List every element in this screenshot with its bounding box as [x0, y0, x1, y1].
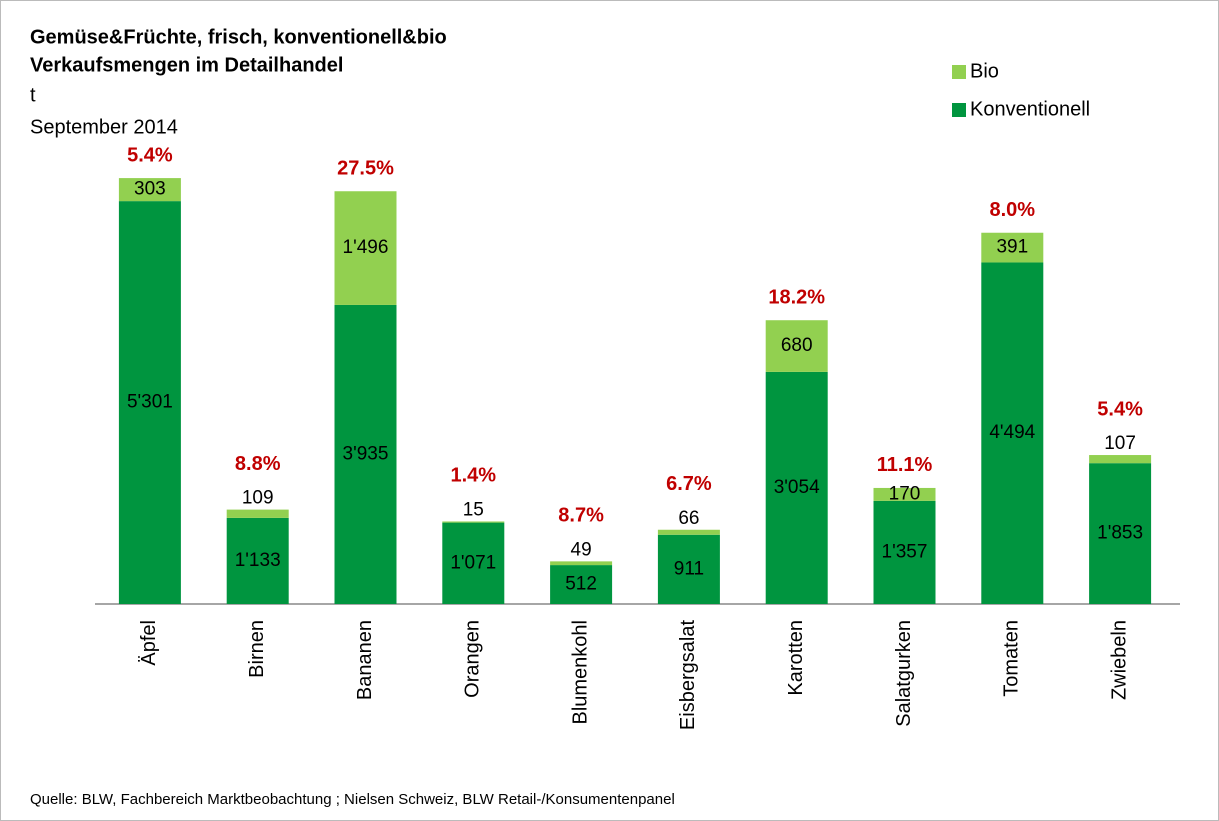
- value-label: 109: [242, 488, 274, 509]
- bar-segment: [765, 371, 828, 604]
- share-label: 8.0%: [990, 199, 1036, 221]
- share-label: 11.1%: [877, 454, 933, 476]
- value-label: 170: [889, 483, 921, 504]
- value-label: 4'494: [989, 422, 1035, 443]
- share-label: 5.4%: [127, 144, 173, 166]
- bar-segment: [118, 201, 181, 604]
- x-tick-label: Salatgurken: [893, 620, 915, 727]
- legend-label: Bio: [970, 60, 999, 82]
- chart-title: Gemüse&Früchte, frisch, konventionell&bi…: [30, 26, 447, 48]
- x-tick-label: Äpfel: [138, 620, 160, 666]
- share-label: 18.2%: [768, 286, 825, 308]
- x-tick-label: Birnen: [246, 620, 268, 678]
- value-label: 15: [463, 499, 484, 520]
- legend-label: Konventionell: [970, 98, 1090, 120]
- x-tick-label: Eisbergsalat: [677, 620, 699, 731]
- bar-segment: [1089, 463, 1152, 604]
- unit: t: [30, 84, 36, 106]
- bar-segment: [765, 320, 828, 372]
- share-label: 8.8%: [235, 453, 281, 475]
- x-tick-label: Bananen: [354, 620, 376, 700]
- value-label: 107: [1104, 433, 1136, 454]
- bar-segment: [334, 191, 397, 305]
- bar-segment: [981, 262, 1044, 604]
- bar-segment: [873, 500, 936, 604]
- value-label: 1'133: [235, 550, 281, 571]
- value-label: 303: [134, 179, 166, 200]
- value-label: 3'054: [774, 477, 820, 498]
- bar-segment: [657, 529, 720, 535]
- share-label: 8.7%: [558, 505, 604, 527]
- bar-segment: [442, 522, 505, 604]
- legend-swatch: [952, 65, 966, 79]
- value-label: 5'301: [127, 392, 173, 413]
- value-label: 49: [571, 539, 592, 560]
- share-label: 5.4%: [1097, 398, 1143, 420]
- bar-segment: [442, 521, 505, 523]
- value-label: 680: [781, 335, 813, 356]
- x-tick-label: Zwiebeln: [1108, 620, 1130, 700]
- x-tick-label: Karotten: [785, 620, 807, 696]
- legend-swatch: [952, 103, 966, 117]
- period: September 2014: [30, 116, 178, 138]
- bar-segment: [550, 561, 613, 566]
- source: Quelle: BLW, Fachbereich Marktbeobachtun…: [30, 791, 675, 808]
- bar-segment: [118, 178, 181, 202]
- value-label: 3'935: [343, 443, 389, 464]
- x-tick-label: Blumenkohl: [569, 620, 591, 725]
- bar-segment: [334, 304, 397, 604]
- value-label: 911: [674, 558, 704, 579]
- value-label: 1'853: [1097, 523, 1143, 544]
- bar-segment: [873, 487, 936, 501]
- value-label: 1'071: [450, 552, 496, 573]
- bar-segment: [1089, 455, 1152, 464]
- value-label: 1'357: [882, 541, 928, 562]
- bar-segment: [550, 565, 613, 604]
- x-tick-label: Orangen: [462, 620, 484, 698]
- value-label: 391: [996, 237, 1028, 258]
- share-label: 27.5%: [337, 158, 394, 180]
- value-label: 1'496: [343, 237, 389, 258]
- chart-subtitle: Verkaufsmengen im Detailhandel: [30, 54, 343, 76]
- share-label: 6.7%: [666, 473, 712, 495]
- share-label: 1.4%: [451, 465, 497, 487]
- bar-segment: [981, 232, 1044, 263]
- value-label: 66: [678, 508, 699, 529]
- value-label: 512: [565, 574, 597, 595]
- bar-segment: [226, 509, 289, 518]
- bar-segment: [226, 517, 289, 604]
- x-tick-label: Tomaten: [1001, 620, 1023, 697]
- bar-segment: [657, 534, 720, 604]
